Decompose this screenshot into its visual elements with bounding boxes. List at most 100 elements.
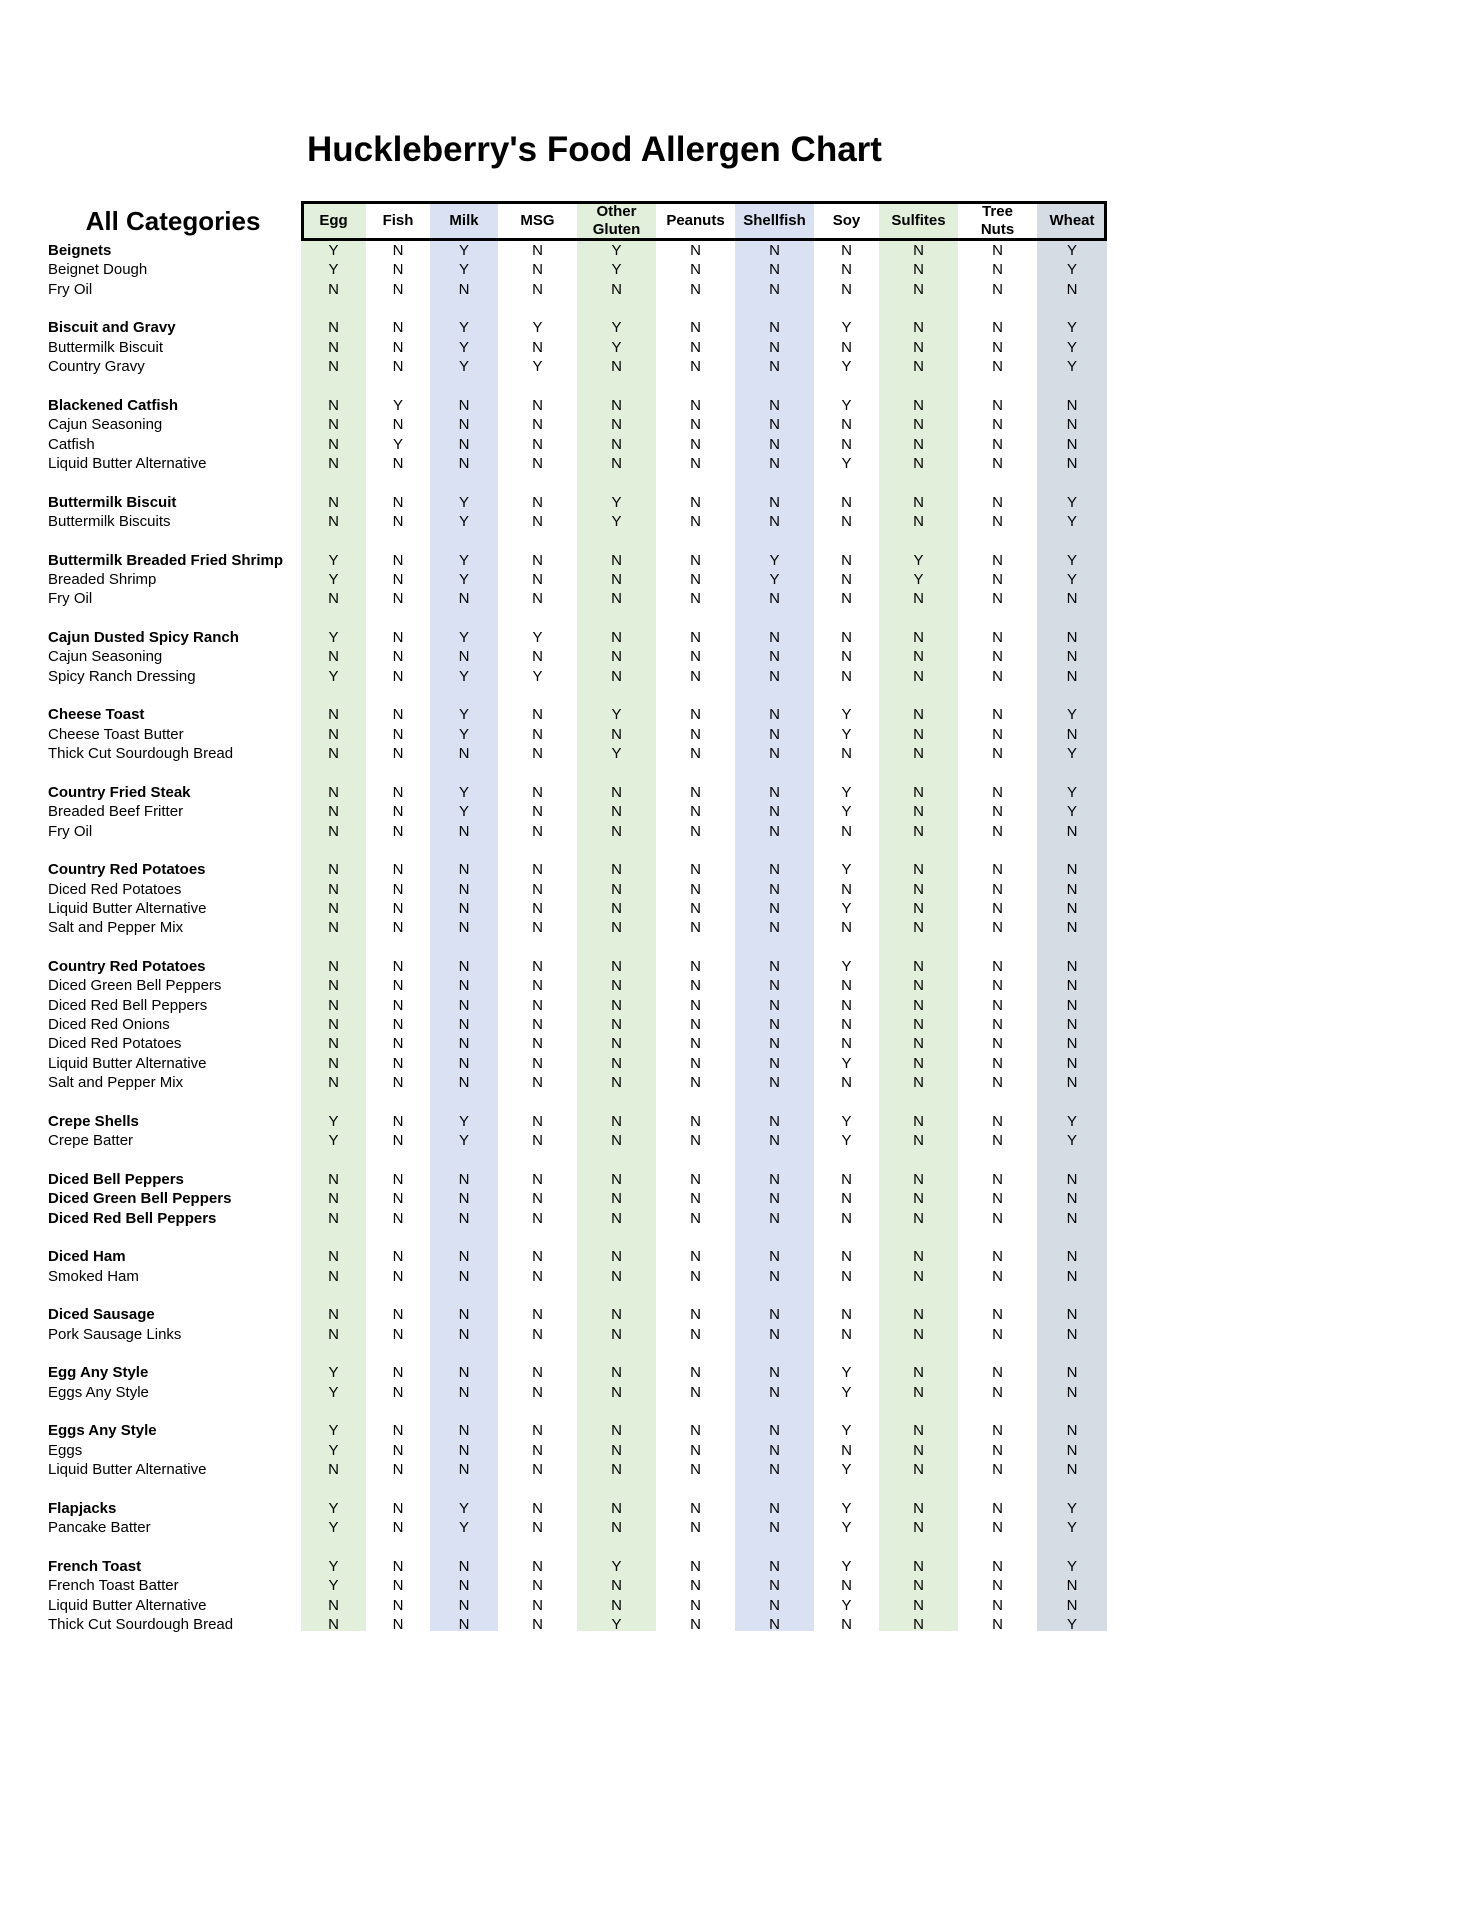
allergen-cell: N <box>769 280 780 298</box>
row-label: French Toast Batter <box>48 1577 179 1595</box>
allergen-cell: N <box>992 261 1003 279</box>
allergen-cell: Y <box>611 493 622 511</box>
allergen-cell: N <box>690 706 701 724</box>
row-label: Country Fried Steak <box>48 783 191 801</box>
allergen-cell: N <box>392 1519 404 1537</box>
allergen-cell: N <box>392 1035 404 1053</box>
allergen-cell: Y <box>328 1577 339 1595</box>
allergen-cell: N <box>992 435 1003 453</box>
allergen-cell: N <box>392 1364 404 1382</box>
allergen-cell: N <box>769 880 780 898</box>
allergen-cell: N <box>769 590 780 608</box>
allergen-cell: N <box>690 1615 701 1633</box>
allergen-cell: N <box>328 1209 339 1227</box>
column-header: Tree Nuts <box>980 203 1015 238</box>
allergen-cell: Y <box>841 803 852 821</box>
allergen-cell: N <box>392 667 404 685</box>
allergen-cell: N <box>841 1306 852 1324</box>
allergen-cell: N <box>992 512 1003 530</box>
allergen-cell: N <box>913 1267 924 1285</box>
allergen-cell: N <box>769 861 780 879</box>
allergen-cell: N <box>913 745 924 763</box>
allergen-cell: Y <box>841 454 852 472</box>
column-header: Peanuts <box>666 212 725 229</box>
allergen-cell: N <box>992 899 1003 917</box>
allergen-cell: N <box>1066 1248 1078 1266</box>
row-label: Eggs <box>48 1441 83 1459</box>
allergen-cell: N <box>611 1519 622 1537</box>
allergen-cell: N <box>532 1557 543 1575</box>
allergen-cell: N <box>458 1074 470 1092</box>
allergen-cell: N <box>841 1074 852 1092</box>
allergen-cell: Y <box>328 1132 339 1150</box>
allergen-cell: N <box>913 396 924 414</box>
row-label: Buttermilk Biscuit <box>48 338 164 356</box>
allergen-cell: Y <box>913 551 924 569</box>
column-header: Egg <box>319 212 348 229</box>
allergen-cell: Y <box>328 667 339 685</box>
allergen-cell: N <box>913 1577 924 1595</box>
allergen-cell: N <box>992 803 1003 821</box>
allergen-cell: N <box>392 570 404 588</box>
allergen-cell: N <box>992 629 1003 646</box>
allergen-cell: N <box>769 1422 780 1440</box>
allergen-cell: N <box>611 1209 622 1227</box>
allergen-cell: N <box>769 1190 780 1208</box>
allergen-cell: N <box>392 1306 404 1324</box>
allergen-cell: N <box>913 358 924 376</box>
allergen-cell: N <box>690 396 701 414</box>
row-label: Country Gravy <box>48 358 145 376</box>
allergen-cell: Y <box>458 493 469 511</box>
allergen-cell: Y <box>458 629 469 646</box>
allergen-cell: N <box>392 1615 404 1633</box>
allergen-cell: N <box>532 1499 543 1517</box>
column-header: Other Gluten <box>592 203 641 238</box>
column-header: Wheat <box>1049 212 1095 229</box>
row-label: Breaded Shrimp <box>48 570 157 588</box>
allergen-cell: N <box>611 1035 622 1053</box>
allergen-cell: N <box>690 977 701 995</box>
allergen-cell: N <box>690 1170 701 1188</box>
allergen-cell: N <box>690 280 701 298</box>
allergen-cell: N <box>913 319 924 337</box>
allergen-cell: N <box>532 1461 543 1479</box>
allergen-cell: N <box>532 996 543 1014</box>
allergen-cell: N <box>611 667 622 685</box>
allergen-cell: N <box>328 803 339 821</box>
allergen-cell: N <box>328 435 339 453</box>
allergen-cell: N <box>769 803 780 821</box>
row-label: Diced Sausage <box>48 1306 155 1324</box>
allergen-cell: N <box>992 1461 1003 1479</box>
allergen-cell: Y <box>611 242 622 259</box>
allergen-cell: N <box>532 1577 543 1595</box>
allergen-cell: Y <box>611 261 622 279</box>
allergen-cell: N <box>913 416 924 434</box>
allergen-cell: N <box>611 1364 622 1382</box>
allergen-cell: Y <box>1066 1615 1077 1633</box>
row-label: Country Red Potatoes <box>48 861 206 879</box>
column-band <box>735 201 814 1631</box>
row-label: Liquid Butter Alternative <box>48 454 207 472</box>
allergen-cell: N <box>1066 1170 1078 1188</box>
allergen-cell: N <box>611 957 622 975</box>
allergen-cell: N <box>769 725 780 743</box>
allergen-cell: N <box>458 1615 470 1633</box>
allergen-cell: Y <box>328 570 339 588</box>
allergen-cell: N <box>992 1499 1003 1517</box>
allergen-cell: N <box>611 590 622 608</box>
allergen-cell: N <box>913 629 924 646</box>
category-header: All Categories <box>85 206 261 236</box>
allergen-cell: N <box>690 803 701 821</box>
allergen-cell: N <box>532 1306 543 1324</box>
allergen-cell: N <box>690 338 701 356</box>
allergen-cell: N <box>611 1306 622 1324</box>
allergen-cell: N <box>392 358 404 376</box>
allergen-cell: N <box>992 1074 1003 1092</box>
allergen-cell: N <box>690 1596 701 1614</box>
allergen-cell: N <box>992 319 1003 337</box>
allergen-cell: Y <box>532 319 543 337</box>
allergen-cell: N <box>458 280 470 298</box>
allergen-cell: N <box>769 1248 780 1266</box>
allergen-cell: N <box>769 1364 780 1382</box>
allergen-cell: N <box>690 1074 701 1092</box>
